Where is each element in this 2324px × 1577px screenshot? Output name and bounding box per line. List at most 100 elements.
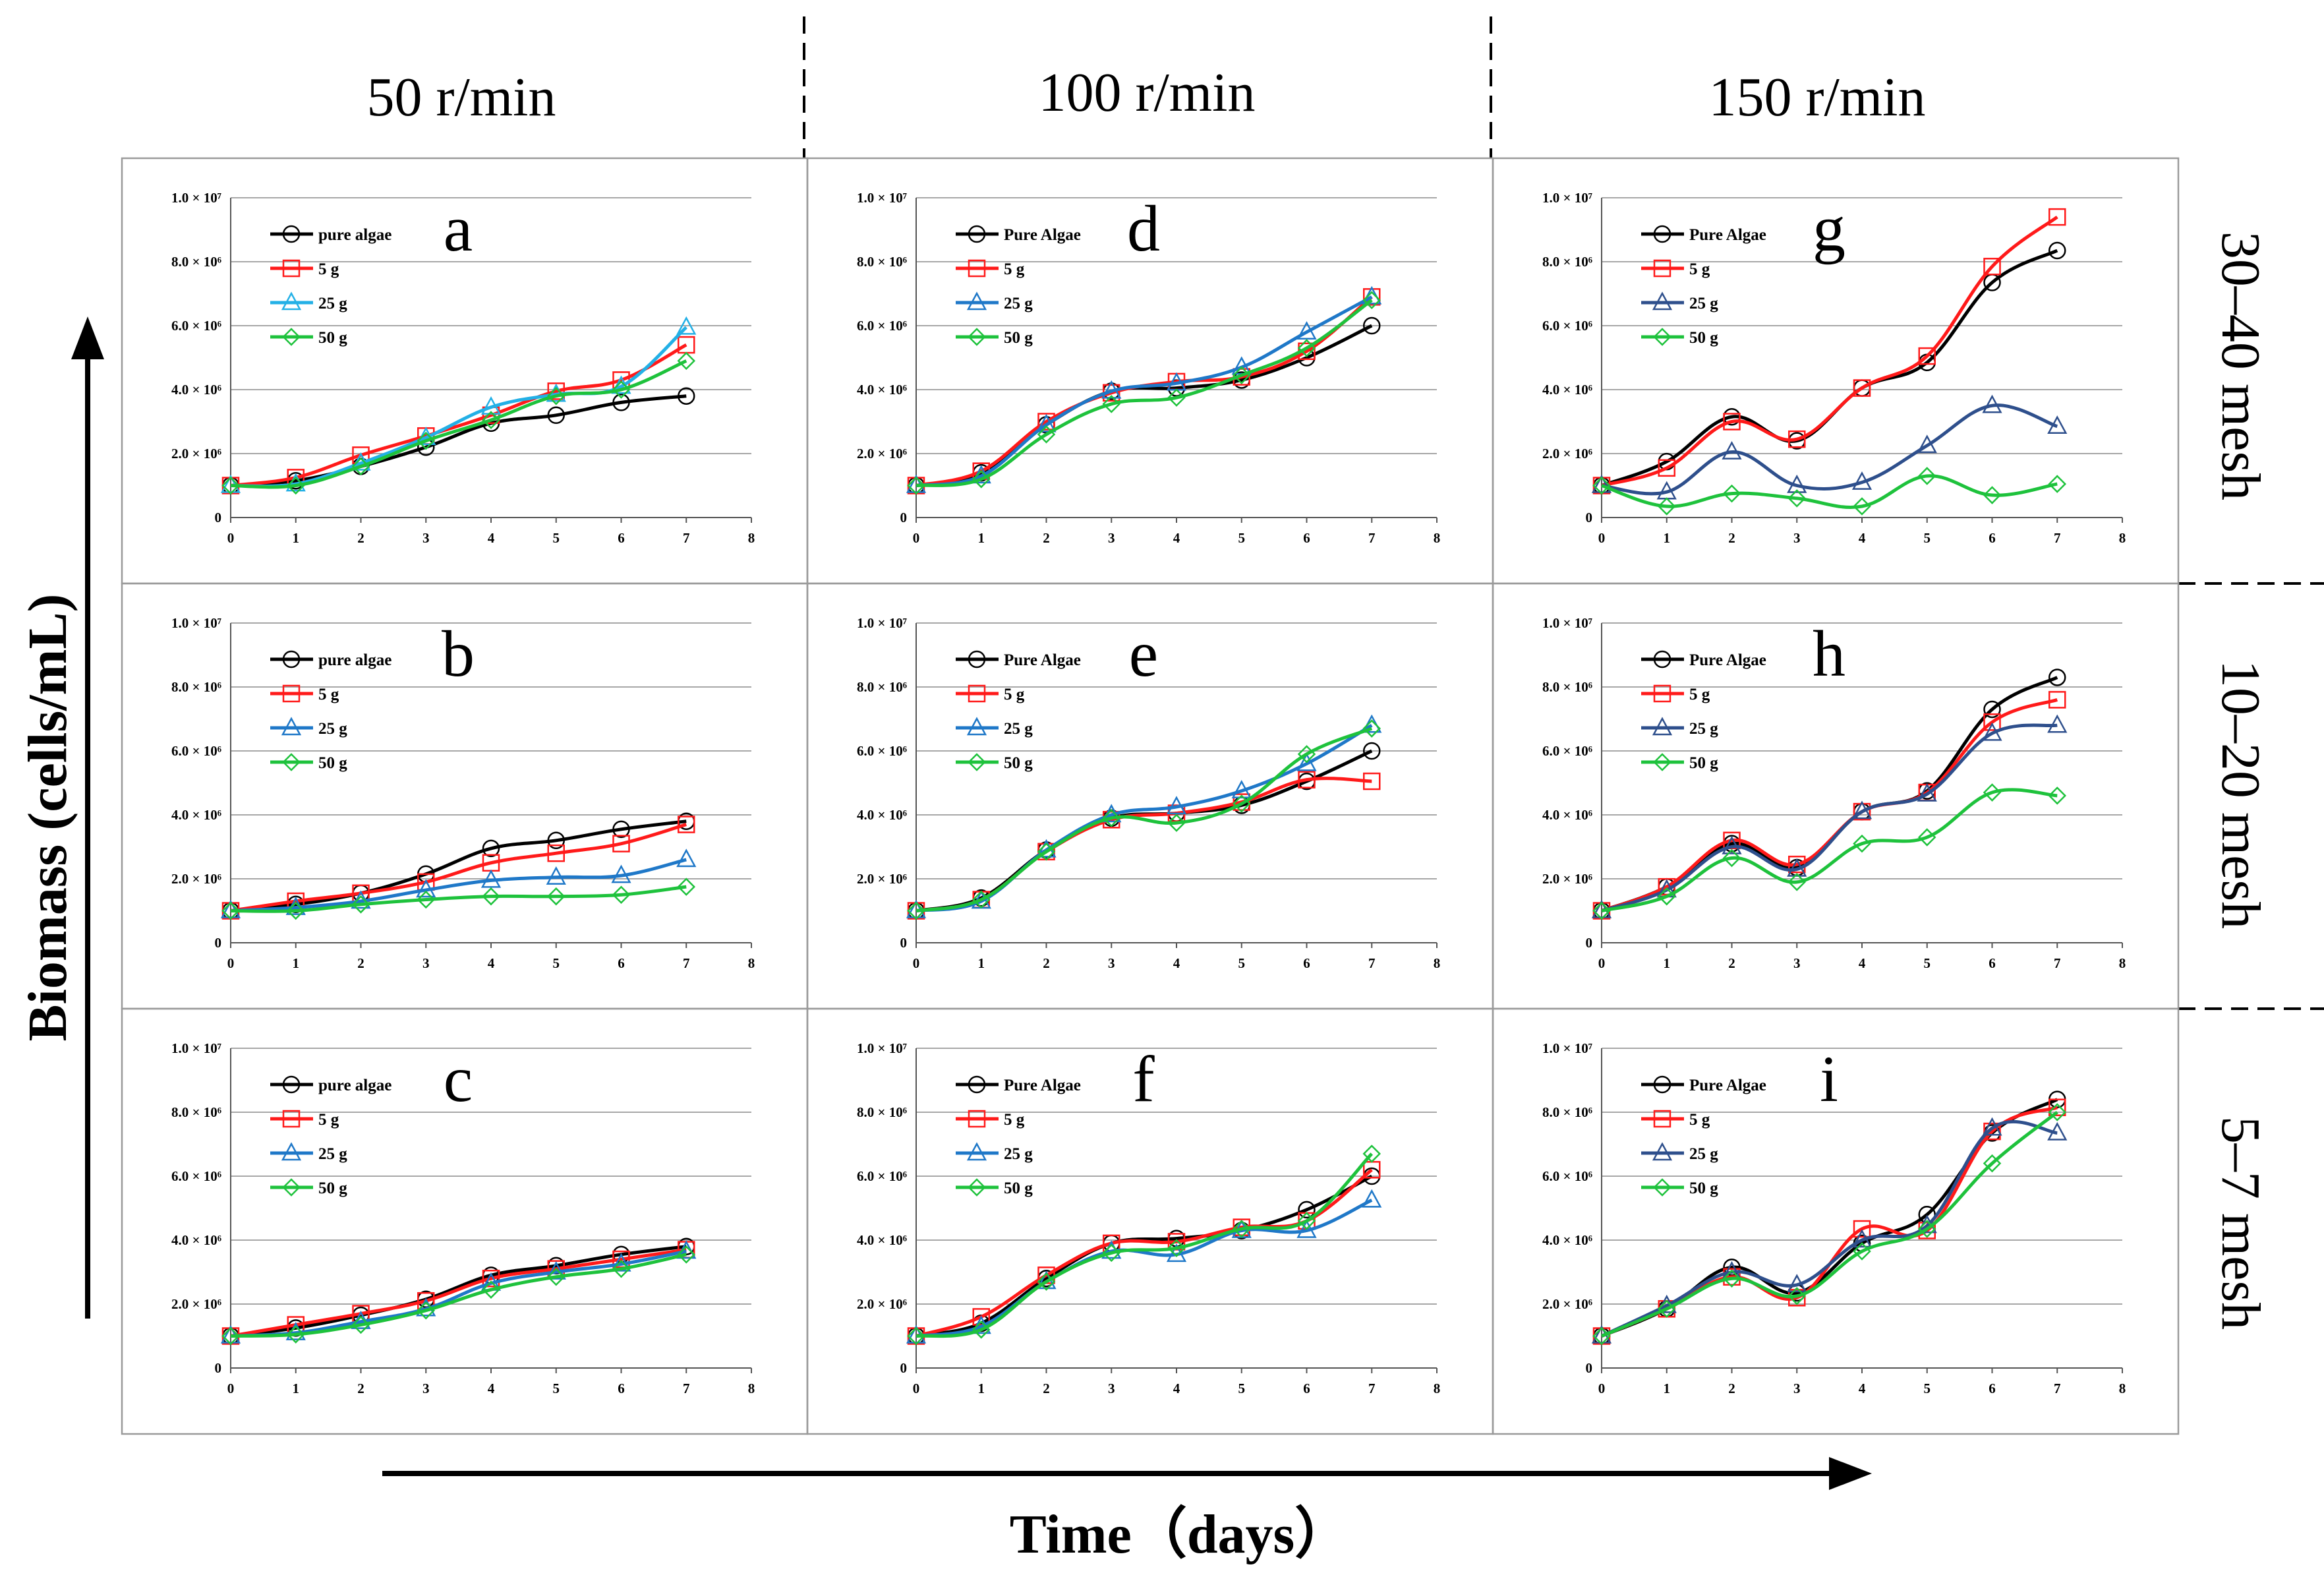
x-tick-label: 6 [1989,1381,1996,1396]
data-point [2048,475,2067,493]
series-line [230,858,687,912]
series-2 [221,336,695,494]
legend-swatch-marker [1653,650,1671,669]
legend-entry: 5 g [270,684,339,703]
legend-entry: 50 g [270,753,347,772]
data-point [677,1245,696,1264]
data-point [676,316,697,335]
x-tick-label: 2 [357,1381,364,1396]
data-point [1787,858,1807,877]
legend-label: 25 g [1004,1145,1033,1163]
y-tick-label: 0 [900,935,908,951]
legend-label: 50 g [318,1179,347,1197]
legend-swatch-marker [1653,684,1671,703]
legend-entry: 25 g [1641,1142,1718,1163]
x-tick-label: 7 [1368,530,1376,546]
data-point [221,901,240,920]
legend-swatch-marker [1653,225,1671,243]
data-point [1723,1258,1741,1276]
y-tick-label: 2.0 × 10⁶ [857,871,907,887]
x-tick-label: 3 [1108,955,1115,971]
series-line [1601,249,2058,487]
data-point [482,839,500,858]
legend-swatch-marker [281,1142,302,1161]
series-line [1601,403,2058,496]
panel-c: 0 2.0 × 10⁶ 4.0 × 10⁶ 6.0 × 10⁶ 8.0 × 10⁶ 1.0… [121,1007,809,1435]
data-point [1722,440,1742,460]
data-point [612,835,630,852]
legend-entry: Pure Algae [956,650,1081,669]
data-point [1167,388,1186,407]
data-point [482,887,500,906]
legend-entry: 5 g [956,259,1025,278]
x-tick-label: 4 [1173,1381,1180,1396]
x-tick-label: 6 [618,955,625,971]
data-point [1166,796,1187,815]
legend-entry: 25 g [956,291,1033,312]
data-point [676,848,697,868]
data-point [1983,783,2002,802]
data-point [547,831,565,850]
series-1 [1592,669,2066,920]
data-point [1787,474,1807,493]
legend-entry: 25 g [1641,717,1718,738]
y-tick-label: 2.0 × 10⁶ [857,446,907,461]
data-point [2047,1121,2068,1141]
legend-swatch-marker [282,684,301,703]
y-tick-label: 4.0 × 10⁶ [1542,807,1592,823]
legend-label: 50 g [1004,329,1033,347]
legend-entry: 5 g [1641,259,1710,278]
data-point [1362,1145,1381,1163]
legend-entry: Pure Algae [1641,225,1766,244]
y-tick-label: 4.0 × 10⁶ [171,1232,221,1248]
data-point [1917,467,1936,485]
data-point [907,901,925,920]
series-line [915,1199,1373,1338]
data-point [677,351,696,371]
data-point [351,1315,370,1334]
series-line [915,727,1373,912]
legend-label: 50 g [318,329,347,347]
series-3 [220,1240,697,1344]
legend-label: 50 g [318,754,347,772]
panel-frame [1492,1007,2180,1435]
x-tick-label: 3 [422,955,430,971]
series-line [230,343,687,487]
panel-g: 0 2.0 × 10⁶ 4.0 × 10⁶ 6.0 × 10⁶ 8.0 × 10⁶ 1.0… [1492,157,2180,585]
data-point [1362,719,1381,738]
legend-label: 5 g [318,686,339,703]
x-tick-label: 3 [1108,530,1115,546]
x-tick-label: 5 [1924,1381,1931,1396]
x-tick-label: 3 [1108,1381,1115,1396]
row-header-30-40: 30–40 mesh [2210,231,2271,500]
legend-label: 25 g [1689,720,1718,738]
panel-e: 0 2.0 × 10⁶ 4.0 × 10⁶ 6.0 × 10⁶ 8.0 × 10⁶ 1.0… [806,582,1494,1010]
y-tick-label: 0 [900,1360,908,1376]
legend-swatch-marker [1653,259,1671,278]
data-point [2048,669,2066,686]
series-4 [221,878,696,920]
data-point [1591,474,1612,493]
y-tick-label: 0 [215,935,222,951]
data-point [1037,1272,1056,1291]
x-tick-label: 3 [422,530,430,546]
panel-label: a [444,192,473,265]
series-1 [1592,241,2066,494]
legend-label: Pure Algae [1689,226,1766,244]
data-point [1722,835,1742,854]
x-tick-label: 1 [978,1381,985,1396]
x-tick-label: 5 [553,1381,560,1396]
x-tick-label: 2 [1728,1381,1735,1396]
x-tick-label: 5 [1924,530,1931,546]
panel-label: h [1813,617,1845,690]
data-point [1363,772,1381,790]
data-point [221,1326,240,1346]
legend-entry: 25 g [270,291,347,312]
series-line [915,299,1373,487]
legend-swatch-marker [1653,753,1671,771]
legend-entry: 5 g [956,1110,1025,1129]
legend-swatch-marker [968,684,986,703]
data-point [1983,486,2002,504]
legend-entry: 5 g [956,684,1025,703]
legend-swatch-marker [281,291,302,311]
